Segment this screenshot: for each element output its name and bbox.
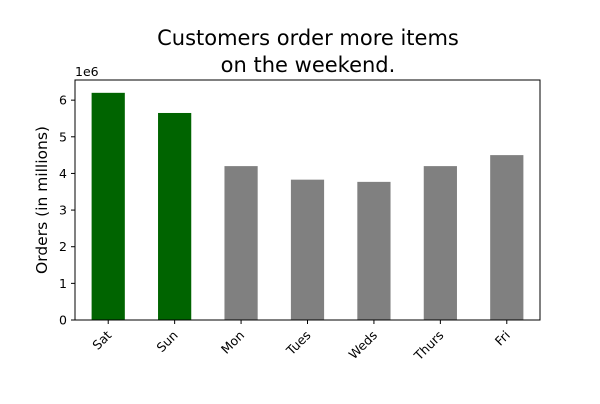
bar-sun xyxy=(158,112,192,320)
bar-mon xyxy=(224,166,258,320)
y-tick-label: 1 xyxy=(59,276,67,291)
bar-weds xyxy=(357,181,391,320)
y-axis-offset-label: 1e6 xyxy=(75,64,99,79)
bar-tues xyxy=(290,179,325,320)
bar-thurs xyxy=(423,166,457,320)
x-tick-label: Mon xyxy=(218,328,247,357)
chart-title-line-2: on the weekend. xyxy=(221,53,396,77)
bars-layer xyxy=(91,92,524,320)
x-tick-label: Fri xyxy=(492,328,513,349)
y-tick-label: 2 xyxy=(59,239,67,254)
x-tick-label: Sat xyxy=(89,327,114,352)
y-tick-label: 5 xyxy=(59,129,67,144)
x-tick-label: Thurs xyxy=(410,328,446,364)
y-tick-label: 0 xyxy=(59,313,67,328)
bar-sat xyxy=(91,92,125,320)
x-tick-label: Sun xyxy=(153,328,180,355)
y-axis-label: Orders (in millions) xyxy=(33,126,51,274)
y-tick-label: 6 xyxy=(59,93,67,108)
y-tick-label: 3 xyxy=(59,203,67,218)
bar-fri xyxy=(490,155,524,320)
y-tick-label: 4 xyxy=(59,166,67,181)
plot-frame xyxy=(74,79,541,321)
x-tick-label: Weds xyxy=(346,328,380,362)
x-tick-label: Tues xyxy=(283,328,314,359)
chart-title-line-1: Customers order more items xyxy=(157,26,459,50)
